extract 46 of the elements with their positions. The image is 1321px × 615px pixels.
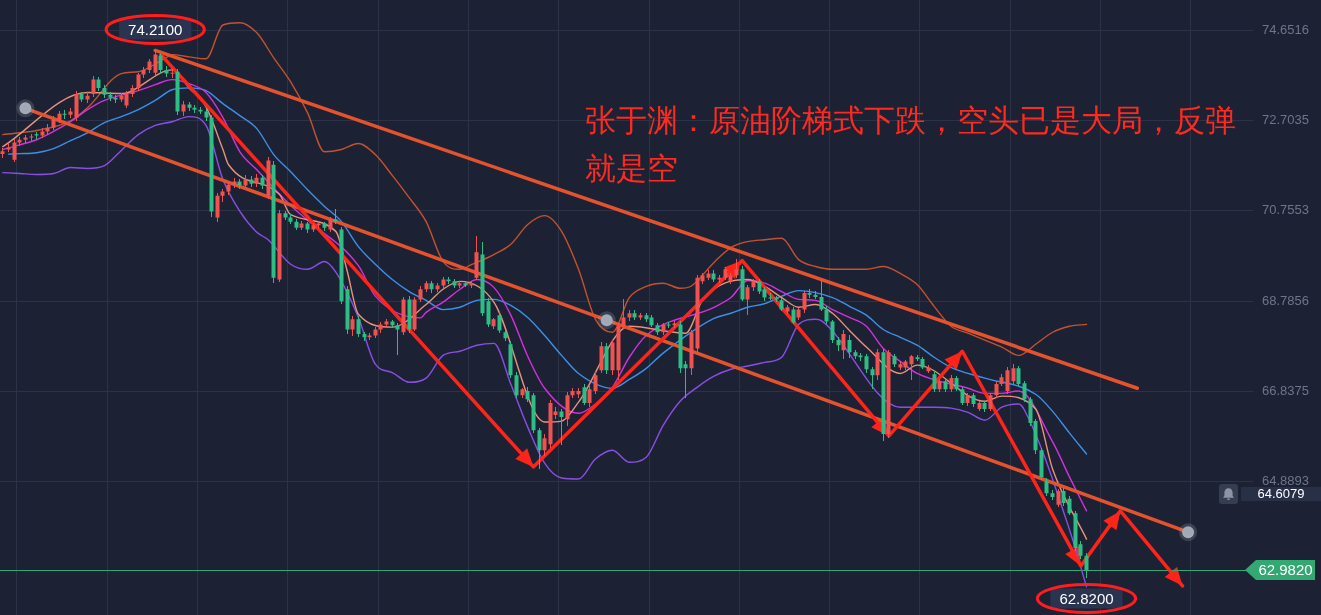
candlestick: [232, 178, 237, 188]
candlestick: [469, 281, 474, 288]
candlestick: [717, 275, 722, 283]
candlestick: [463, 282, 468, 287]
candlestick: [23, 135, 28, 143]
candlestick: [858, 353, 863, 361]
candlestick: [333, 209, 338, 224]
annotation: 62.8200: [1059, 589, 1114, 607]
candlestick: [288, 214, 293, 224]
candlestick: [672, 321, 677, 328]
candlestick: [666, 322, 671, 328]
candlestick: [108, 92, 113, 101]
text: 64.6079: [1241, 486, 1321, 501]
candlestick: [170, 69, 175, 78]
candlestick: [40, 128, 45, 138]
candlestick: [237, 179, 242, 189]
ref-line-label: 62.9820: [1258, 561, 1313, 579]
candlestick: [367, 333, 372, 340]
candlestick: [395, 323, 400, 355]
y-tick-label: 66.8375: [1262, 383, 1309, 399]
point: [16, 99, 35, 118]
y-tick-label: 74.6516: [1262, 21, 1309, 37]
candlestick: [62, 110, 67, 119]
candlestick: [198, 107, 203, 114]
candlestick: [807, 289, 812, 298]
y-tick-label: 70.7553: [1262, 201, 1309, 217]
candlestick: [0, 148, 5, 158]
candlestick: [29, 134, 34, 141]
candlestick: [192, 105, 197, 113]
candlestick: [711, 270, 716, 282]
y-tick-label: 72.7035: [1262, 111, 1309, 127]
candlestick: [17, 137, 22, 146]
candlestick: [915, 355, 920, 361]
candlestick: [452, 279, 457, 288]
point: [597, 311, 616, 330]
candlestick: [706, 270, 711, 280]
candlestick: [768, 293, 773, 300]
y-tick-label: 64.8893: [1262, 473, 1309, 489]
candlestick: [34, 132, 39, 139]
annotation: 张于渊：原油阶梯式下跌，空头已是大局，反弹就是空: [585, 101, 1237, 188]
candlestick: [559, 409, 564, 445]
y-tick-label: 68.7856: [1262, 293, 1309, 309]
annotation: 74.2100: [128, 20, 183, 38]
candlestick: [457, 281, 462, 288]
candlestick: [311, 223, 316, 232]
point: [1179, 523, 1198, 542]
